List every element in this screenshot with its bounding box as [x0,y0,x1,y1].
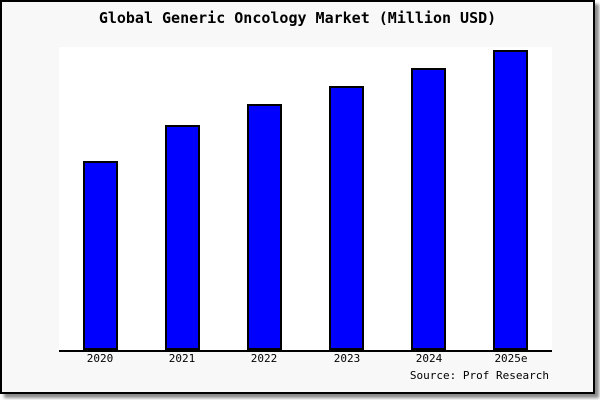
chart-frame: Global Generic Oncology Market (Million … [0,0,595,394]
x-tick-label-2021: 2021 [168,352,196,365]
source-note: Source: Prof Research [409,369,549,382]
x-tick-label-2025e: 2025e [494,352,528,365]
x-tick-label-2022: 2022 [250,352,278,365]
x-tick-label-2024: 2024 [415,352,443,365]
bar-2022 [247,104,282,350]
plot-area [59,47,552,352]
x-tick-label-2020: 2020 [86,352,114,365]
x-tick-label-2023: 2023 [333,352,361,365]
bar-2025e [493,50,528,350]
bar-2020 [83,161,118,350]
bar-2024 [411,68,446,350]
bar-2023 [329,86,364,350]
bar-2021 [165,125,200,350]
chart-title: Global Generic Oncology Market (Million … [98,9,497,27]
